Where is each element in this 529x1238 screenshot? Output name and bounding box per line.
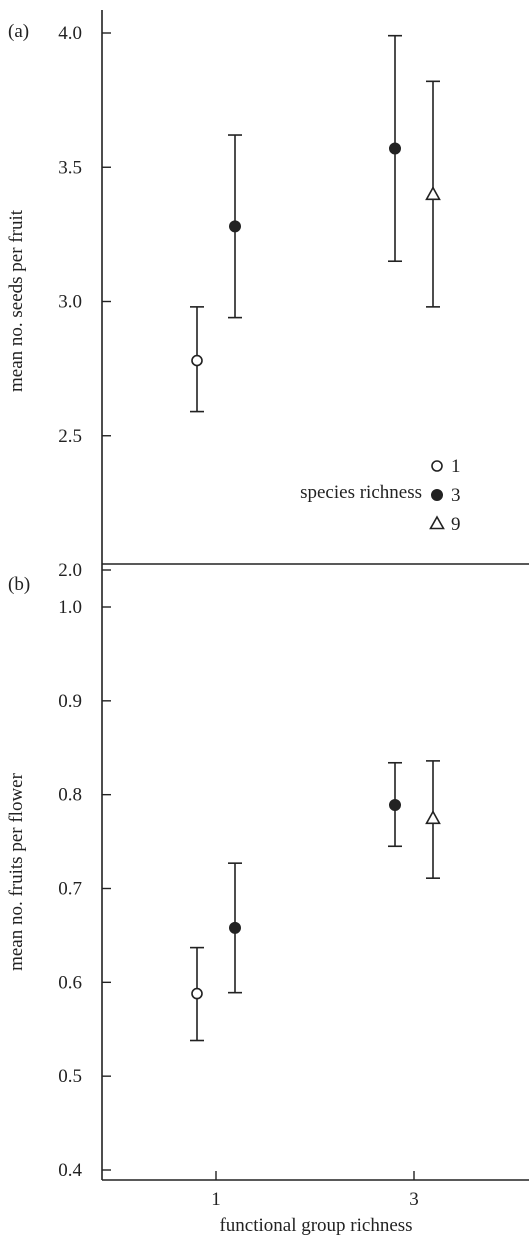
panel-a-y-tick-label: 4.0 bbox=[58, 23, 82, 44]
panel-b-label: (b) bbox=[8, 574, 30, 595]
legend-marker-filled-circle bbox=[431, 489, 443, 501]
x-tick-label: 1 bbox=[211, 1189, 221, 1210]
point-series-1-x1 bbox=[190, 946, 204, 1042]
point-series-3-x1 bbox=[228, 134, 242, 319]
panel-b-y-tick-label: 0.8 bbox=[58, 785, 82, 806]
panel-a-y-tick-label: 3.0 bbox=[58, 292, 82, 313]
marker-filled-circle bbox=[389, 142, 401, 155]
panel-a: (a) 2.0 2.5 3.0 3.5 4.0 mean no. seeds per f… bbox=[6, 10, 461, 581]
marker-filled-circle bbox=[229, 220, 241, 233]
point-series-3-x3 bbox=[388, 34, 402, 263]
legend-label-9: 9 bbox=[451, 514, 461, 535]
point-series-3-x1 bbox=[228, 862, 242, 994]
panel-b-y-tick-label: 0.4 bbox=[58, 1160, 82, 1181]
legend-title: species richness bbox=[300, 482, 422, 503]
panel-b-y-tick-label: 0.5 bbox=[58, 1066, 82, 1087]
legend-marker-open-triangle bbox=[429, 515, 445, 530]
panel-b-series bbox=[190, 760, 441, 1042]
panel-b-y-tick-label: 0.9 bbox=[58, 691, 82, 712]
panel-a-y-tick-label: 2.0 bbox=[58, 560, 82, 581]
point-series-3-x3 bbox=[388, 761, 402, 848]
marker-open-triangle bbox=[425, 809, 441, 825]
panel-b-y-ticks: 0.4 0.5 0.6 0.7 0.8 0.9 1.0 bbox=[58, 597, 111, 1181]
marker-filled-circle bbox=[229, 921, 241, 934]
panel-b-y-axis-label: mean no. fruits per flower bbox=[6, 772, 27, 971]
legend-label-3: 3 bbox=[451, 485, 461, 506]
panel-a-y-tick-label: 2.5 bbox=[58, 426, 82, 447]
legend-marker-open-circle bbox=[431, 460, 443, 472]
panel-a-y-axis-label: mean no. seeds per fruit bbox=[6, 209, 27, 392]
panel-a-label: (a) bbox=[8, 21, 29, 42]
panel-b-y-tick-label: 0.7 bbox=[58, 879, 82, 900]
panel-b-y-tick-label: 0.6 bbox=[58, 972, 82, 993]
panel-b-y-tick-label: 1.0 bbox=[58, 597, 82, 618]
panel-a-y-ticks: 2.0 2.5 3.0 3.5 4.0 bbox=[58, 23, 111, 581]
marker-open-circle bbox=[191, 354, 203, 367]
point-series-9-x3 bbox=[425, 760, 441, 879]
marker-open-triangle bbox=[425, 185, 441, 201]
marker-filled-circle bbox=[389, 798, 401, 811]
x-axis-label: functional group richness bbox=[219, 1215, 412, 1236]
panel-a-series bbox=[190, 34, 441, 413]
legend-label-1: 1 bbox=[451, 456, 461, 477]
point-series-1-x1 bbox=[190, 306, 204, 413]
point-series-9-x3 bbox=[425, 80, 441, 308]
x-tick-label: 3 bbox=[409, 1189, 419, 1210]
panel-a-y-tick-label: 3.5 bbox=[58, 157, 82, 178]
marker-open-circle bbox=[191, 987, 203, 1000]
legend: species richness 1 3 9 bbox=[300, 456, 460, 535]
